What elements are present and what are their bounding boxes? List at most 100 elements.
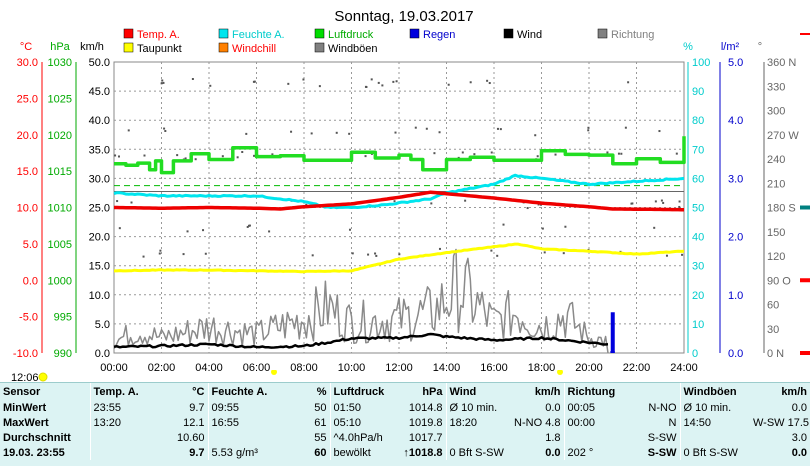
legend-label: Richtung bbox=[611, 29, 654, 41]
stats-cell bbox=[207, 430, 298, 445]
stats-cell: S-SW bbox=[647, 446, 677, 459]
direction-point bbox=[414, 126, 417, 129]
stats-cell: 50 bbox=[314, 401, 327, 414]
direction-point bbox=[554, 153, 557, 156]
y-tick-label: 1015 bbox=[48, 166, 72, 178]
direction-point bbox=[502, 223, 505, 226]
stats-cell: 10.60 bbox=[176, 431, 205, 444]
direction-point bbox=[130, 201, 133, 204]
direction-point bbox=[461, 151, 464, 154]
rain-bar bbox=[610, 312, 615, 353]
stats-cell: 00:05 bbox=[563, 400, 630, 415]
y-tick-label: 0 bbox=[692, 348, 698, 360]
direction-point bbox=[438, 131, 441, 134]
y-tick-label: 0 N bbox=[767, 348, 784, 360]
legend-label: Feuchte A. bbox=[232, 29, 285, 41]
series-line-taupunkt bbox=[114, 242, 685, 274]
direction-point bbox=[665, 254, 668, 257]
direction-point bbox=[681, 253, 684, 256]
y-tick-label: 80 bbox=[692, 115, 704, 127]
direction-point bbox=[311, 254, 314, 257]
legend-swatch bbox=[597, 28, 608, 39]
axis-unit-label: % bbox=[683, 41, 693, 53]
chart-marks bbox=[113, 78, 810, 355]
direction-point bbox=[490, 151, 493, 154]
stats-cell: 01:50 bbox=[329, 400, 390, 415]
x-tick-label: 20:00 bbox=[575, 362, 603, 374]
direction-point bbox=[305, 203, 308, 206]
stats-cell: 1017.7 bbox=[408, 431, 443, 444]
y-tick-label: 300 bbox=[767, 106, 785, 118]
legend-swatch bbox=[123, 28, 134, 39]
x-tick-label: 22:00 bbox=[623, 362, 651, 374]
direction-point bbox=[375, 254, 378, 257]
stats-header-row: Sensor Temp. A. °C Feuchte A. % Luftdruc… bbox=[0, 383, 810, 400]
direction-point bbox=[248, 224, 251, 227]
y-tick-label: 90 O bbox=[767, 275, 791, 287]
direction-point bbox=[624, 126, 627, 129]
direction-point bbox=[526, 207, 529, 210]
stats-cell: 05:10 bbox=[329, 415, 390, 430]
stats-row-label: MinWert bbox=[3, 401, 47, 414]
chart-legend: Temp. A. Feuchte A. Luftdruck Regen Wind Rich… bbox=[123, 28, 654, 55]
direction-point bbox=[675, 152, 678, 155]
stats-cell: 55 bbox=[314, 431, 327, 444]
direction-point bbox=[191, 78, 194, 81]
x-tick-label: 18:00 bbox=[528, 362, 556, 374]
direction-point bbox=[370, 78, 373, 81]
stats-row-label: Durchschnitt bbox=[3, 431, 71, 444]
stats-cell: 61 bbox=[314, 416, 327, 429]
sun-marker bbox=[38, 372, 48, 382]
stats-cell: 0.0 bbox=[791, 401, 807, 414]
stats-cell: 1019.8 bbox=[408, 416, 443, 429]
direction-point bbox=[447, 83, 450, 86]
x-tick-label: 10:00 bbox=[338, 362, 366, 374]
y-tick-label: 1010 bbox=[48, 203, 72, 215]
direction-point bbox=[162, 81, 165, 84]
direction-point bbox=[364, 155, 367, 158]
direction-point bbox=[381, 84, 384, 87]
y-tick-label: 0.0 bbox=[23, 275, 38, 287]
x-tick-label: 00:00 bbox=[100, 362, 128, 374]
stats-cell: 0.0 bbox=[545, 401, 561, 414]
series-line-feuchte-a bbox=[113, 173, 685, 210]
direction-point bbox=[161, 79, 164, 82]
direction-point bbox=[310, 132, 313, 135]
y-tick-label: 1030 bbox=[48, 57, 72, 69]
direction-point bbox=[318, 85, 321, 88]
direction-point bbox=[488, 82, 491, 85]
direction-point bbox=[290, 130, 293, 133]
stats-row-label: 19.03. 23:55 bbox=[3, 446, 65, 459]
y-tick-label: 50.0 bbox=[89, 57, 110, 69]
chart-title: Sonntag, 19.03.2017 bbox=[334, 8, 473, 25]
stats-cell: 9.7 bbox=[189, 401, 205, 414]
stats-cell: S-SW bbox=[647, 431, 677, 444]
direction-point bbox=[660, 199, 663, 202]
y-tick-label: 60 bbox=[692, 173, 704, 185]
y-tick-label: 10.0 bbox=[17, 203, 38, 215]
direction-point bbox=[202, 229, 205, 232]
direction-point bbox=[117, 155, 120, 158]
x-tick-label: 14:00 bbox=[433, 362, 461, 374]
y-tick-label: 10.0 bbox=[89, 290, 110, 302]
y-tick-label: 5.0 bbox=[728, 57, 743, 69]
direction-point bbox=[164, 129, 167, 132]
y-tick-label: 15.0 bbox=[89, 261, 110, 273]
x-tick-label: 24:00 bbox=[670, 362, 698, 374]
y-tick-label: 240 bbox=[767, 154, 785, 166]
direction-point bbox=[335, 131, 338, 134]
legend-label: Windböen bbox=[328, 43, 378, 55]
direction-point bbox=[395, 80, 398, 83]
legend-swatch bbox=[503, 28, 514, 39]
direction-point bbox=[204, 252, 207, 255]
axis-unit-label: ° bbox=[758, 41, 762, 53]
y-tick-label: 1000 bbox=[48, 275, 72, 287]
y-tick-label: 1005 bbox=[48, 239, 72, 251]
direction-point bbox=[159, 249, 162, 252]
direction-point bbox=[268, 230, 271, 233]
stats-cell: 0.0 bbox=[545, 446, 561, 459]
stats-cell bbox=[89, 430, 150, 445]
series-line-luftdruck bbox=[114, 136, 686, 175]
stats-header: Luftdruck bbox=[329, 383, 390, 400]
stats-cell: 12.1 bbox=[183, 416, 205, 429]
